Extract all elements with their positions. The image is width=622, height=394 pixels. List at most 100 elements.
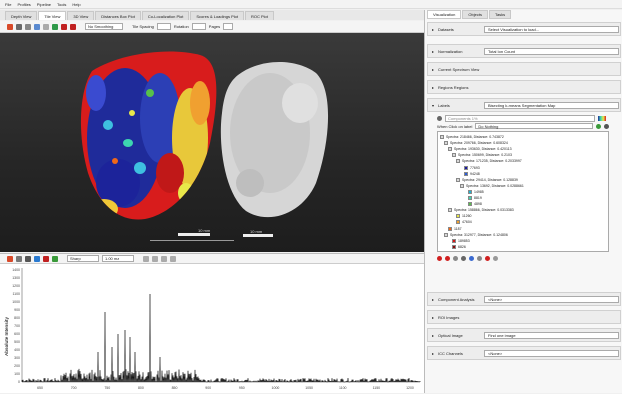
image-viewer[interactable]: 10 mm 10 mm [0, 33, 424, 252]
expand-icon[interactable]: ▸ [432, 84, 435, 90]
options-icon[interactable] [493, 256, 498, 261]
tab-roc-plot[interactable]: ROC Plot [244, 11, 274, 20]
labels-row[interactable]: ▾ Labels Bisecting k-means Segmentation … [427, 98, 621, 112]
tab-tasks[interactable]: Tasks [488, 10, 512, 19]
merge-icon[interactable] [453, 256, 458, 261]
tree-node[interactable]: Spectra: 171235, Distance: 0.2033997 [456, 159, 522, 164]
menu-tools[interactable]: Tools [57, 1, 67, 7]
tree-node[interactable]: 11260 [456, 214, 471, 219]
optical-image-select[interactable]: Find one image [484, 331, 619, 339]
rectangle-tool-icon[interactable] [43, 23, 49, 30]
smoothing-select[interactable]: No Smoothing [85, 23, 123, 30]
select-tool-icon[interactable] [7, 23, 13, 30]
add-icon[interactable] [437, 256, 442, 261]
tree-node[interactable]: Spectra: 193630, Distance: 0.420113 [448, 147, 512, 152]
current-spectrum-row[interactable]: ▸ Current Spectrum View [427, 62, 621, 76]
tree-node[interactable]: 1187 [448, 226, 462, 231]
expand-icon[interactable]: ▸ [432, 26, 435, 32]
icc-channels-select[interactable]: <None> [484, 349, 619, 357]
menu-file[interactable]: File [5, 1, 12, 7]
tab-3d-view[interactable]: 3D View [67, 11, 95, 20]
cursor-icon[interactable] [7, 255, 13, 262]
zoom-tool-icon[interactable] [25, 23, 31, 30]
settings-icon[interactable] [170, 255, 176, 262]
tab-depth-view[interactable]: Depth View [5, 11, 38, 20]
regions-row[interactable]: ▸ Regions Regions [427, 80, 621, 94]
filter-icon[interactable] [604, 123, 610, 129]
tree-node[interactable]: 6826 [452, 244, 466, 249]
marker-icon[interactable] [43, 255, 49, 262]
tree-node[interactable]: 14985 [468, 189, 484, 194]
tile-spacing-input[interactable] [156, 23, 171, 30]
tab-distances-box-plot[interactable]: Distances Box Plot [95, 11, 141, 20]
undo-icon[interactable] [143, 255, 149, 262]
fit-icon[interactable] [161, 255, 167, 262]
image-tool-icon[interactable] [52, 23, 58, 30]
tree-node[interactable]: 4898 [468, 202, 482, 207]
peak-icon[interactable] [34, 255, 40, 262]
tab-visualization[interactable]: Visualization [427, 10, 462, 19]
rotation-input[interactable] [191, 23, 206, 30]
labels-select[interactable]: Bisecting k-means Segmentation Map [484, 101, 619, 109]
expand-icon[interactable]: ▸ [432, 350, 435, 356]
tab-tile-view[interactable]: Tile View [38, 11, 67, 20]
expand-icon[interactable]: ▸ [432, 48, 435, 54]
grid-icon[interactable] [25, 255, 31, 262]
save-icon[interactable] [469, 256, 474, 261]
expand-icon[interactable]: ▸ [432, 296, 435, 302]
tree-node[interactable]: 189853 [452, 238, 470, 243]
tree-node[interactable]: Spectra: 218466, Distance: 0.743872 [440, 135, 504, 139]
tree-node[interactable]: 8819 [468, 196, 482, 200]
menu-help[interactable]: Help [72, 1, 81, 7]
menu-pipeline[interactable]: Pipeline [36, 1, 52, 7]
main-tab-bar: Depth View Tile View 3D View Distances B… [0, 10, 425, 20]
tree-node[interactable]: Spectra: 29414, Distance: 0.128839 [456, 177, 518, 182]
tree-node[interactable]: 47604 [456, 220, 472, 225]
component-analysis-select[interactable]: <None> [484, 295, 619, 303]
remove-icon[interactable] [445, 256, 450, 261]
menu-profiles[interactable]: Profiles [17, 1, 31, 7]
tree-node[interactable]: Spectra: 158866, Distance: 0.0313383 [448, 208, 514, 213]
bin-width-select[interactable]: 1.00 mz [102, 255, 134, 262]
click-action-select[interactable]: Do Nothing [475, 123, 594, 129]
grid-tool-icon[interactable] [34, 23, 40, 30]
colormap-icon[interactable] [598, 116, 606, 121]
normalization-select[interactable]: Total Ion Count [484, 47, 619, 55]
refresh-icon[interactable] [596, 123, 602, 129]
optical-image-row[interactable]: ▸ Optical Image Find one image [427, 328, 621, 342]
tab-co-localization-plot[interactable]: Co-Localization Plot [141, 11, 190, 20]
delete-icon[interactable] [485, 256, 490, 261]
tree-node[interactable]: Spectra: 150699, Distance: 0.2103 [452, 153, 512, 158]
tree-node[interactable]: Spectra: 209766, Distance: 0.608324 [444, 141, 508, 146]
export-icon[interactable] [52, 255, 58, 262]
export-tree-icon[interactable] [477, 256, 482, 261]
tab-objects[interactable]: Objects [462, 10, 488, 19]
component-search-input[interactable]: Components 1% [445, 115, 595, 122]
component-analysis-row[interactable]: ▸ Component Analysis <None> [427, 292, 621, 306]
record-tool-icon[interactable] [61, 23, 67, 30]
tab-scores-loadings-plot[interactable]: Scores & Loadings Plot [190, 11, 244, 20]
pages-input[interactable] [223, 23, 234, 30]
filter-tree-icon[interactable] [461, 256, 466, 261]
spectrum-plot[interactable]: Absolute Intensity 1400 1300 1200 1100 1000 9… [0, 264, 424, 393]
expand-icon[interactable]: ▸ [432, 332, 435, 338]
datasets-row[interactable]: ▸ Datasets Select Visualization to load.… [427, 22, 621, 36]
roi-images-row[interactable]: ▸ ROI Images [427, 310, 621, 324]
peak-mode-select[interactable]: Sharp [67, 255, 99, 262]
tree-node[interactable]: 77693 [464, 165, 480, 170]
expand-icon[interactable]: ▸ [432, 314, 435, 320]
eye-icon[interactable] [437, 116, 442, 121]
zoom-icon[interactable] [16, 255, 22, 262]
expand-icon[interactable]: ▸ [432, 66, 435, 72]
stop-tool-icon[interactable] [70, 23, 76, 30]
tree-node[interactable]: Spectra: 13692, Distance: 0.0288661 [460, 183, 524, 188]
pan-tool-icon[interactable] [16, 23, 22, 30]
normalization-row[interactable]: ▸ Normalization Total Ion Count [427, 44, 621, 58]
tree-node[interactable]: Spectra: 312977, Distance: 0.124806 [444, 232, 508, 237]
tree-node[interactable]: 94248 [464, 171, 480, 176]
segmentation-tree[interactable]: Spectra: 218466, Distance: 0.743872 Spect… [437, 131, 609, 252]
expand-icon[interactable]: ▾ [432, 102, 435, 108]
icc-channels-row[interactable]: ▸ ICC Channels <None> [427, 346, 621, 360]
redo-icon[interactable] [152, 255, 158, 262]
datasets-select[interactable]: Select Visualization to load... [484, 25, 619, 33]
